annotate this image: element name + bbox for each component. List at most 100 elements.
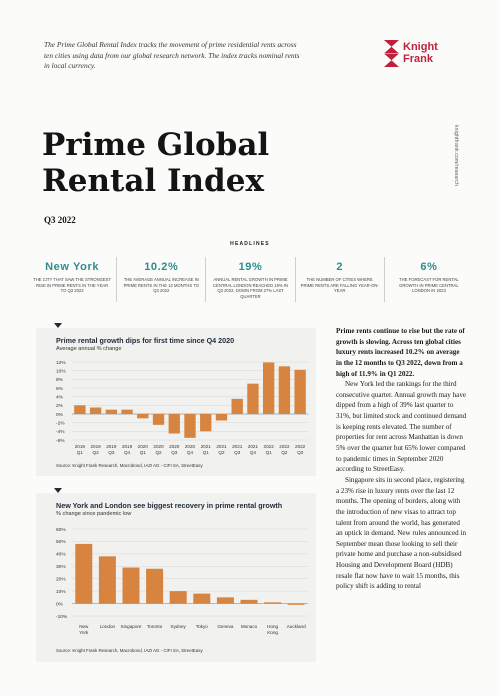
bar: [146, 568, 164, 604]
bar: [247, 383, 259, 414]
headlines-row: New York The city that saw the strongest…: [28, 257, 473, 302]
headline-desc: The number of cities where prime rents a…: [300, 277, 379, 294]
x-tick-label: Geneva: [217, 624, 234, 629]
x-tick-label: 2021: [216, 444, 227, 449]
chart-plot: 12%10%8%6%4%2%0%-2%-4%-6%2019Q12019Q2201…: [56, 360, 308, 455]
bar: [122, 567, 140, 604]
bar: [216, 597, 234, 604]
bar: [137, 414, 149, 419]
bar: [287, 603, 305, 605]
y-tick-label: -2%: [56, 420, 65, 426]
logo-line-1: Knight: [403, 40, 438, 53]
x-tick-label: Tokyo: [196, 624, 208, 629]
x-tick-label: 2022: [264, 444, 275, 449]
x-tick-label: Q1: [266, 450, 273, 455]
x-tick-label: Q2: [93, 450, 100, 455]
headline-value: 10.2%: [144, 261, 179, 273]
headline-item: 2 The number of cities where prime rents…: [296, 257, 385, 302]
y-tick-label: 30%: [56, 564, 66, 570]
page-subtitle: Q3 2022: [44, 215, 76, 225]
headline-desc: The forecast for rental growth in prime …: [399, 277, 459, 294]
x-tick-label: Q1: [203, 450, 210, 455]
x-tick-label: 2021: [201, 444, 212, 449]
bar: [263, 362, 275, 414]
x-tick-label: 2022: [279, 444, 290, 449]
bar: [152, 414, 165, 425]
chart-rental-growth: Prime rental growth dips for first time …: [36, 323, 316, 476]
bar: [169, 591, 187, 604]
chart-recovery: New York and London see biggest recovery…: [36, 488, 316, 662]
x-tick-label: 2021: [232, 444, 243, 449]
x-tick-label: Sydney: [171, 624, 187, 629]
bar: [240, 599, 258, 604]
headline-desc: The average annual increase in prime ren…: [123, 277, 199, 294]
x-tick-label: Singapore: [121, 624, 142, 629]
chart-subtitle: Average annual % change: [56, 346, 122, 352]
x-tick-label: Hong: [267, 624, 278, 629]
bar: [231, 398, 243, 414]
x-tick-label: Q2: [281, 450, 288, 455]
y-tick-label: 0%: [56, 412, 64, 418]
headline-desc: The city that saw the strongest rise in …: [33, 277, 112, 294]
logo-line-2: Frank: [403, 52, 433, 65]
chart-title: Prime rental growth dips for first time …: [56, 336, 235, 345]
bar: [75, 543, 93, 604]
chart-source: Source: Knight Frank Research, Macrobond…: [56, 648, 203, 653]
x-tick-label: 2020: [185, 444, 196, 449]
bar: [200, 414, 212, 432]
body-paragraph: Singapore sits in second place, register…: [336, 475, 467, 591]
x-tick-label: 2019: [122, 444, 133, 449]
bar: [89, 407, 102, 414]
knight-frank-logo[interactable]: Knight Frank: [384, 40, 438, 67]
y-tick-label: 20%: [56, 577, 66, 583]
x-tick-label: 2019: [90, 444, 101, 449]
y-tick-label: 40%: [56, 552, 66, 558]
intro-text: The Prime Global Rental Index tracks the…: [44, 40, 300, 71]
headlines-heading: HEADLINES: [230, 241, 270, 247]
chart-title: New York and London see biggest recovery…: [56, 501, 283, 510]
y-tick-label: -4%: [56, 429, 65, 435]
x-tick-label: 2020: [138, 444, 149, 449]
headline-value: 2: [336, 261, 344, 273]
x-tick-label: Q2: [218, 450, 225, 455]
headline-item: 6% The forecast for rental growth in pri…: [385, 257, 473, 302]
y-tick-label: 12%: [56, 360, 66, 366]
chart-marker-icon: [54, 323, 62, 328]
logo-mark-icon: [384, 40, 399, 67]
x-tick-label: 2021: [248, 444, 259, 449]
bar: [121, 409, 133, 414]
bar: [168, 414, 180, 434]
bar: [98, 556, 116, 604]
title-line-2: Rental Index: [42, 162, 264, 199]
article-body: Prime rents continue to rise but the rat…: [336, 326, 467, 592]
bar: [74, 405, 86, 414]
lead-paragraph: Prime rents continue to rise but the rat…: [336, 327, 465, 378]
x-tick-label: Q3: [108, 450, 115, 455]
bar: [264, 602, 282, 604]
bar: [215, 414, 228, 421]
headline-item: New York The city that saw the strongest…: [28, 257, 118, 302]
y-tick-label: 60%: [56, 527, 66, 533]
y-tick-label: 10%: [56, 589, 66, 595]
chart-subtitle: % change since pandemic low: [56, 511, 132, 517]
x-tick-label: 2022: [295, 444, 306, 449]
bar: [184, 414, 196, 438]
headline-value: New York: [45, 261, 100, 273]
side-url[interactable]: knightfrank.com/research: [453, 125, 459, 186]
x-tick-label: Q4: [124, 450, 131, 455]
x-tick-label: Toronto: [147, 624, 163, 629]
bar: [294, 369, 306, 414]
headline-item: 10.2% The average annual increase in pri…: [117, 257, 207, 302]
x-tick-label: London: [100, 624, 116, 629]
x-tick-label: 2019: [106, 444, 117, 449]
x-tick-label: 2020: [169, 444, 180, 449]
y-tick-label: 8%: [56, 377, 64, 383]
x-tick-label: Q3: [297, 450, 304, 455]
y-tick-label: 10%: [56, 368, 66, 374]
title-line-1: Prime Global: [42, 127, 270, 163]
x-tick-label: Q2: [155, 450, 162, 455]
x-tick-label: New: [79, 624, 89, 629]
x-tick-label: Q1: [140, 450, 147, 455]
body-paragraph: New York led the rankings for the third …: [336, 380, 467, 474]
